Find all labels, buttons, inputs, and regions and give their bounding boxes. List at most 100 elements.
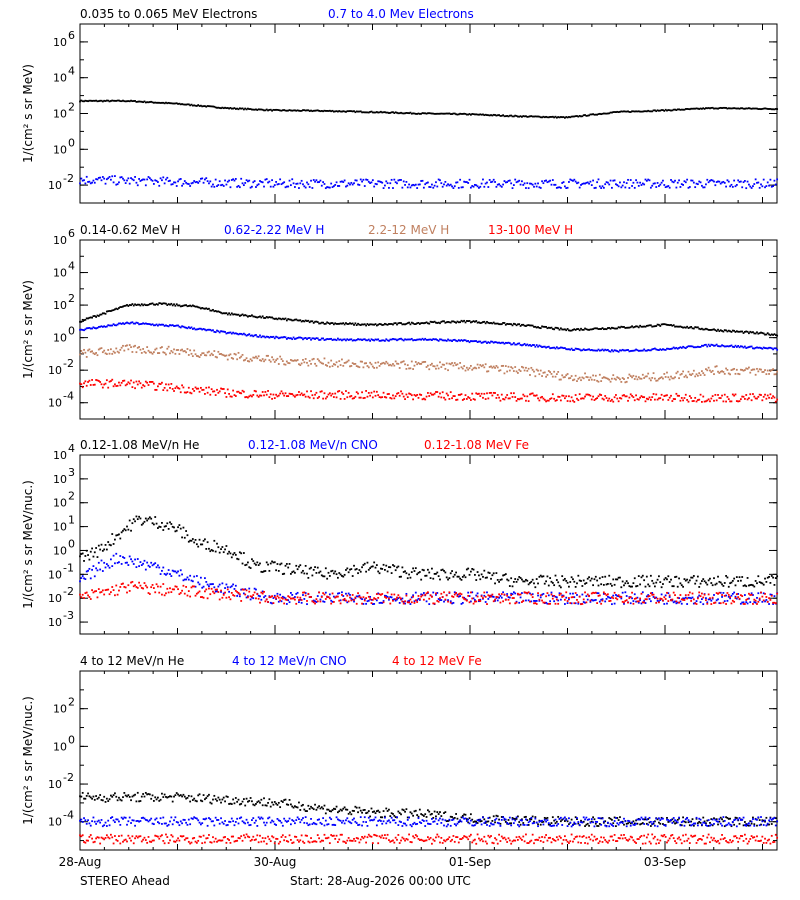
data-point	[242, 108, 245, 111]
data-point	[479, 185, 482, 188]
data-point	[252, 560, 255, 562]
data-point	[499, 184, 502, 187]
data-point	[331, 600, 334, 603]
data-point	[375, 183, 378, 186]
data-point	[570, 396, 573, 399]
data-point	[198, 180, 201, 183]
data-point	[652, 593, 655, 596]
data-point	[287, 318, 290, 320]
data-point	[713, 399, 715, 402]
data-point	[148, 516, 151, 519]
data-point	[175, 324, 178, 327]
data-point	[709, 400, 711, 403]
data-point	[365, 390, 368, 392]
data-point	[696, 399, 699, 401]
data-point	[248, 566, 251, 569]
data-point	[469, 591, 472, 594]
data-point	[600, 113, 603, 116]
data-point	[534, 602, 537, 605]
data-point	[256, 109, 259, 111]
data-point	[420, 578, 423, 581]
data-point	[535, 578, 538, 580]
data-point	[204, 105, 206, 108]
data-point	[746, 598, 749, 600]
data-point	[605, 181, 608, 184]
data-point	[324, 322, 327, 325]
data-point	[624, 582, 627, 585]
data-point	[229, 395, 232, 398]
data-point	[504, 573, 507, 576]
data-point	[284, 317, 287, 320]
data-point	[202, 352, 205, 355]
data-point	[147, 176, 150, 178]
data-point	[244, 358, 247, 361]
data-point	[653, 596, 656, 599]
data-point	[658, 600, 660, 603]
data-point	[662, 109, 664, 112]
data-point	[132, 518, 135, 521]
data-point	[752, 603, 754, 605]
data-point	[205, 105, 208, 108]
data-point	[268, 108, 271, 111]
data-point	[345, 339, 347, 342]
data-point	[652, 596, 655, 598]
data-point	[361, 360, 363, 363]
data-point	[132, 100, 135, 102]
data-point	[355, 602, 358, 605]
data-point	[679, 186, 682, 188]
data-point	[414, 361, 417, 363]
data-point	[676, 108, 679, 111]
data-point	[347, 391, 350, 394]
data-point	[687, 186, 690, 189]
data-point	[384, 594, 386, 597]
data-point	[331, 109, 334, 112]
data-point	[448, 184, 451, 187]
data-point	[130, 379, 132, 382]
data-point	[624, 110, 627, 113]
data-point	[302, 109, 304, 112]
data-point	[264, 600, 267, 603]
data-point	[698, 180, 701, 183]
data-point	[456, 181, 459, 184]
data-point	[633, 593, 636, 596]
legend-entry: 13-100 MeV H	[488, 223, 573, 237]
data-point	[452, 339, 455, 341]
data-point	[668, 324, 671, 327]
data-point	[718, 372, 721, 374]
data-point	[436, 592, 439, 594]
data-point	[566, 600, 569, 602]
data-point	[241, 389, 244, 392]
data-point	[570, 347, 573, 350]
data-point	[269, 335, 272, 338]
data-point	[590, 598, 593, 601]
data-point	[398, 338, 401, 340]
data-point	[448, 339, 451, 342]
data-point	[220, 591, 222, 593]
y-tick-label: 10	[53, 473, 67, 486]
data-point	[384, 362, 386, 365]
data-point	[342, 338, 345, 341]
data-point	[221, 353, 224, 356]
data-point	[750, 399, 753, 402]
data-point	[741, 345, 744, 348]
data-point	[147, 101, 150, 104]
data-point	[146, 519, 149, 522]
data-point	[369, 595, 372, 598]
data-point	[726, 107, 729, 110]
data-point	[389, 111, 392, 114]
data-point	[510, 577, 513, 580]
data-point	[139, 304, 142, 307]
data-point	[749, 107, 752, 110]
data-point	[695, 400, 698, 403]
data-point	[699, 346, 702, 348]
data-point	[467, 567, 470, 570]
data-point	[199, 543, 202, 546]
data-point	[236, 185, 239, 188]
data-point	[480, 321, 483, 324]
data-point	[228, 393, 230, 395]
data-point	[647, 349, 650, 351]
data-point	[662, 179, 664, 182]
data-point	[613, 591, 616, 594]
data-point	[261, 181, 264, 184]
data-point	[353, 564, 355, 567]
